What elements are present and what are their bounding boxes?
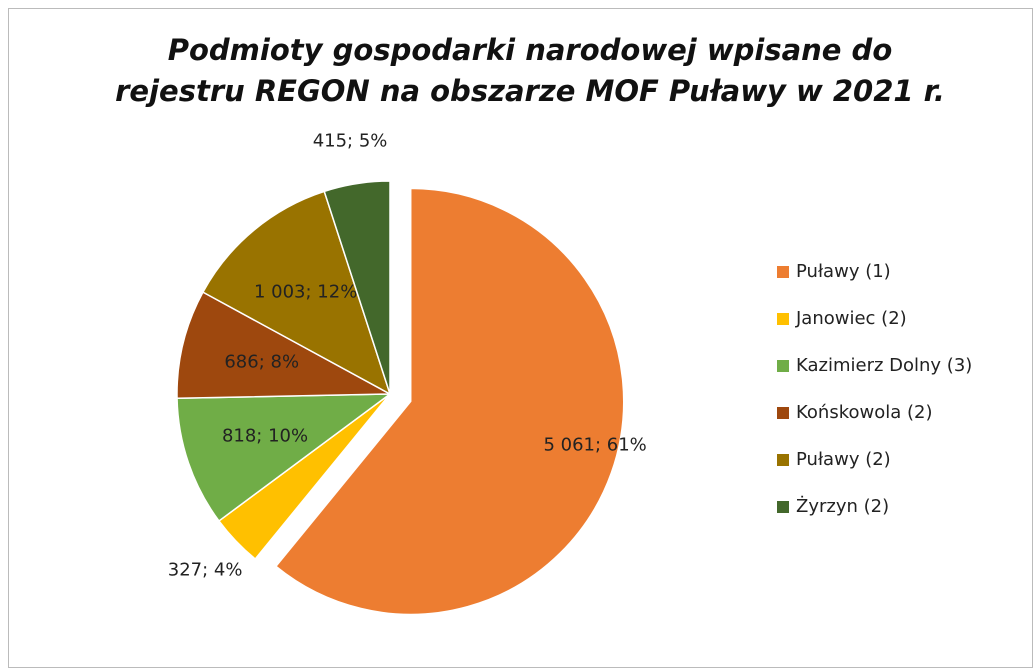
legend-swatch	[777, 407, 789, 419]
data-label: 415; 5%	[313, 131, 388, 152]
legend-swatch	[777, 501, 789, 513]
pie-slice	[274, 187, 625, 616]
legend-swatch	[777, 454, 789, 466]
legend-label: Żyrzyn (2)	[796, 496, 889, 517]
legend-label: Kazimierz Dolny (3)	[796, 355, 972, 376]
pie-slice	[176, 393, 393, 523]
pie-slice	[323, 180, 391, 395]
legend-swatch	[777, 266, 789, 278]
legend-label: Puławy (1)	[796, 261, 891, 282]
data-label: 818; 10%	[222, 426, 308, 447]
data-label: 327; 4%	[168, 559, 243, 580]
data-label: 1 003; 12%	[254, 281, 357, 302]
legend-label: Puławy (2)	[796, 449, 891, 470]
legend-label: Końskowola (2)	[796, 402, 933, 423]
data-label: 5 061; 61%	[543, 435, 646, 456]
chart-title: Podmioty gospodarki narodowej wpisane do…	[115, 33, 945, 108]
pie-slice	[201, 190, 392, 396]
legend-swatch	[777, 313, 789, 325]
data-label: 686; 8%	[224, 352, 299, 373]
legend-label: Janowiec (2)	[795, 308, 907, 329]
pie-slice	[176, 291, 393, 400]
legend-swatch	[777, 360, 789, 372]
